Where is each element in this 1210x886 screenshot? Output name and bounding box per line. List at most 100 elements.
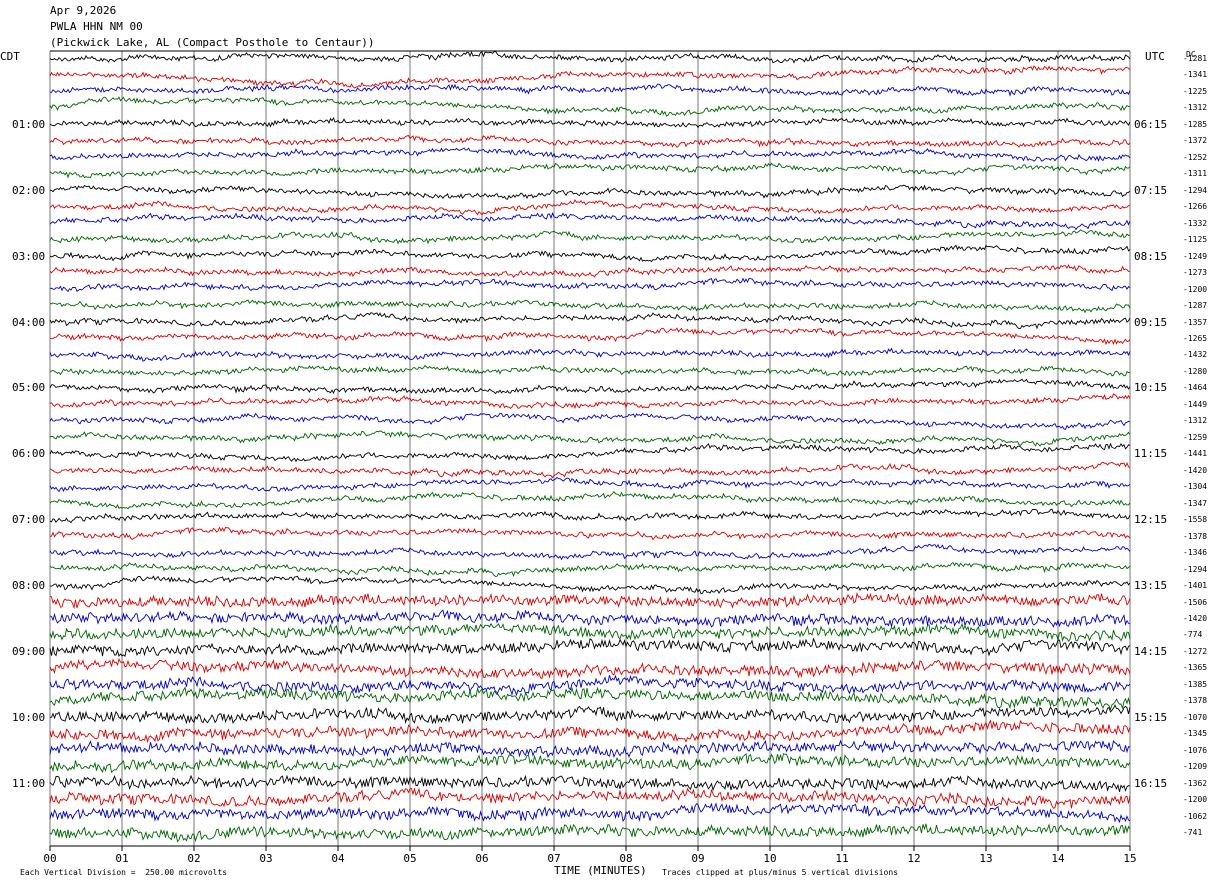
cdt-hour-label: 09:00 — [12, 644, 46, 658]
x-tick-label: 10 — [763, 852, 776, 865]
dc-offset-value: -1281 — [1183, 54, 1208, 63]
seismic-trace — [49, 719, 1131, 744]
x-tick-label: 00 — [43, 852, 56, 865]
dc-offset-value: -1304 — [1183, 482, 1208, 492]
station-location: (Pickwick Lake, AL (Compact Posthole to … — [50, 36, 375, 49]
dc-offset-value: -1312 — [1183, 103, 1208, 113]
seismic-trace — [49, 543, 1131, 561]
seismic-trace — [49, 526, 1131, 541]
dc-offset-value: -1365 — [1183, 663, 1208, 673]
utc-hour-label: 12:15 — [1134, 513, 1168, 527]
seismic-trace — [49, 312, 1131, 330]
cdt-hour-label: 03:00 — [12, 249, 46, 263]
cdt-hour-label: 04:00 — [12, 315, 46, 329]
dc-offset-value: -1420 — [1183, 613, 1208, 623]
dc-offset-value: -741 — [1183, 828, 1203, 838]
x-tick-label: 07 — [547, 852, 560, 865]
seismic-trace — [49, 622, 1131, 643]
seismic-trace — [49, 752, 1131, 774]
dc-offset-value: -1449 — [1183, 399, 1208, 409]
seismic-trace — [49, 65, 1131, 89]
cdt-hour-label: 05:00 — [12, 381, 46, 395]
seismic-trace — [49, 277, 1131, 293]
dc-offset-value: -1332 — [1183, 218, 1208, 228]
plot-date: Apr 9,2026 — [50, 4, 117, 17]
seismic-trace — [49, 561, 1131, 578]
seismic-trace — [49, 592, 1131, 610]
dc-offset-value: -1312 — [1183, 416, 1208, 426]
dc-offset-value: -1200 — [1183, 284, 1208, 294]
dc-offset-value: -1273 — [1183, 268, 1208, 278]
seismic-trace — [49, 299, 1131, 314]
seismic-trace — [49, 686, 1131, 711]
dc-offset-value: -1346 — [1183, 548, 1208, 558]
seismic-trace — [49, 212, 1131, 231]
utc-hour-label: 10:15 — [1134, 381, 1168, 395]
dc-offset-value: -1372 — [1183, 136, 1208, 146]
seismic-trace — [49, 657, 1131, 680]
seismic-trace — [49, 393, 1131, 410]
seismic-trace — [49, 609, 1131, 628]
cdt-hour-label: 02:00 — [12, 183, 46, 197]
seismic-trace — [49, 50, 1131, 64]
utc-hour-label: 07:15 — [1134, 183, 1168, 197]
x-tick-label: 02 — [187, 852, 200, 865]
seismic-trace — [49, 739, 1131, 759]
dc-offset-value: -1357 — [1183, 317, 1208, 327]
dc-offset-value: -774 — [1183, 630, 1203, 640]
seismic-trace — [49, 347, 1131, 362]
seismic-trace — [49, 674, 1131, 697]
dc-offset-value: -1420 — [1183, 465, 1208, 475]
utc-hour-label: 11:15 — [1134, 447, 1168, 461]
x-tick-label: 12 — [907, 852, 920, 865]
dc-offset-value: -1311 — [1183, 169, 1208, 179]
dc-offset-value: -1362 — [1183, 778, 1208, 788]
seismic-trace — [49, 412, 1131, 430]
utc-hour-label: 13:15 — [1134, 579, 1168, 593]
x-tick-label: 03 — [259, 852, 272, 865]
seismic-trace — [49, 116, 1131, 129]
seismic-trace — [49, 476, 1131, 493]
seismic-trace — [49, 442, 1131, 463]
seismic-trace — [49, 96, 1131, 117]
dc-offset-value: -1345 — [1183, 729, 1208, 739]
dc-offset-value: -1432 — [1183, 350, 1208, 360]
seismic-trace — [49, 823, 1131, 843]
utc-hour-label: 14:15 — [1134, 644, 1168, 658]
dc-offset-value: -1070 — [1183, 712, 1208, 722]
dc-offset-value: -1252 — [1183, 152, 1208, 162]
cdt-hour-label: 06:00 — [12, 447, 46, 461]
utc-hour-label: 09:15 — [1134, 315, 1168, 329]
clip-note: Traces clipped at plus/minus 5 vertical … — [662, 868, 899, 877]
dc-offset-value: -1558 — [1183, 515, 1208, 525]
dc-offset-value: -1441 — [1183, 449, 1208, 459]
dc-offset-value: -1506 — [1183, 597, 1208, 607]
station-id: PWLA HHN NM 00 — [50, 20, 143, 33]
dc-offset-value: -1294 — [1183, 185, 1208, 195]
cdt-hour-label: 11:00 — [12, 776, 46, 790]
x-tick-label: 13 — [979, 852, 992, 865]
utc-hour-label: 15:15 — [1134, 710, 1168, 724]
seismic-trace — [49, 198, 1131, 216]
right-axis-label: UTC — [1145, 50, 1165, 63]
scale-note: Each Vertical Division = 250.00 microvol… — [20, 868, 228, 877]
utc-hour-label: 08:15 — [1134, 249, 1168, 263]
seismic-trace — [49, 327, 1131, 346]
utc-hour-label: 06:15 — [1134, 117, 1168, 131]
dc-offset-value: -1125 — [1183, 235, 1208, 245]
dc-offset-value: -1259 — [1183, 432, 1208, 442]
x-tick-label: 05 — [403, 852, 416, 865]
x-tick-label: 14 — [1051, 852, 1065, 865]
dc-offset-value: -1401 — [1183, 581, 1208, 591]
dc-offset-value: -1464 — [1183, 383, 1208, 393]
dc-offset-value: -1062 — [1183, 811, 1208, 821]
dc-offset-value: -1200 — [1183, 795, 1208, 805]
seismic-trace — [49, 184, 1131, 200]
x-tick-label: 09 — [691, 852, 704, 865]
seismic-trace — [49, 508, 1131, 524]
cdt-hour-label: 08:00 — [12, 579, 46, 593]
x-tick-label: 08 — [619, 852, 632, 865]
x-axis-title: TIME (MINUTES) — [554, 864, 647, 877]
x-tick-label: 11 — [835, 852, 848, 865]
